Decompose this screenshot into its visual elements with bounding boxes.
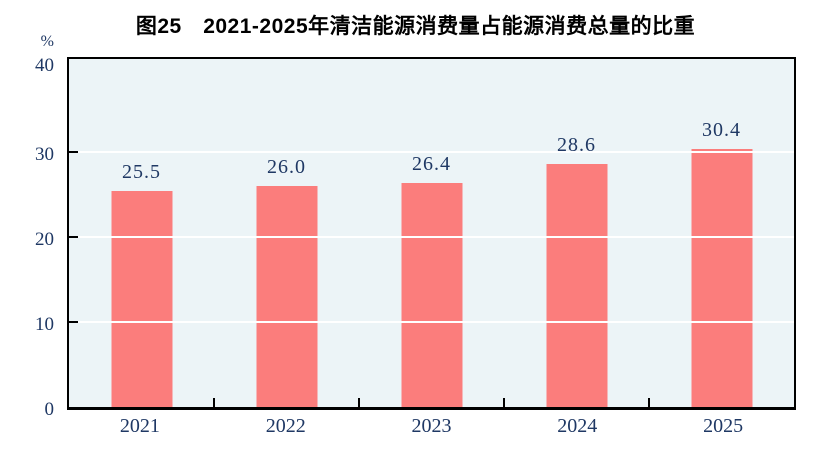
gridline-y-20 <box>69 236 794 239</box>
y-axis-tick-10 <box>69 321 78 324</box>
chart-title: 图25 2021-2025年清洁能源消费量占能源消费总量的比重 <box>135 15 696 38</box>
bar-value-label-2021: 25.5 <box>122 160 161 183</box>
bar-cell-2023: 26.4 <box>359 59 504 407</box>
x-axis-tick-1 <box>213 398 215 407</box>
gridline-y-10 <box>69 321 794 324</box>
y-axis-label-0: 0 <box>44 399 55 420</box>
bar-2025 <box>691 148 752 407</box>
plot-area: 25.5 26.0 26.4 28.6 30.4 <box>67 57 796 410</box>
bar-series: 25.5 26.0 26.4 28.6 30.4 <box>69 59 794 407</box>
bar-cell-2021: 25.5 <box>69 59 214 407</box>
bar-value-label-2023: 26.4 <box>412 152 451 175</box>
bar-2023 <box>401 182 462 407</box>
bar-cell-2024: 28.6 <box>504 59 649 407</box>
bar-value-label-2025: 30.4 <box>702 118 741 141</box>
y-axis-tick-20 <box>69 236 78 239</box>
x-axis-tick-4 <box>648 398 650 407</box>
bar-cell-2025: 30.4 <box>649 59 794 407</box>
bar-2021 <box>111 190 172 407</box>
bar-value-label-2022: 26.0 <box>267 156 306 179</box>
y-axis-tick-labels: 0 10 20 30 40 <box>0 55 54 420</box>
y-axis-label-30: 30 <box>35 144 54 166</box>
y-axis-tick-30 <box>69 151 78 154</box>
gridline-y-30 <box>69 151 794 154</box>
x-axis-label-2021: 2021 <box>119 415 160 437</box>
bar-value-label-2024: 28.6 <box>557 134 596 157</box>
x-axis-label-2022: 2022 <box>265 415 306 437</box>
x-axis-label-2025: 2025 <box>703 415 744 437</box>
y-axis-label-20: 20 <box>35 229 54 251</box>
bar-2022 <box>256 186 317 407</box>
y-axis-unit-label: % <box>40 33 54 50</box>
bar-2024 <box>546 164 607 407</box>
x-axis-tick-2 <box>358 398 360 407</box>
y-axis-label-10: 10 <box>35 314 54 336</box>
y-axis-label-40: 40 <box>35 55 54 76</box>
x-axis-tick-labels: 2021 2022 2023 2024 2025 <box>67 415 796 438</box>
bar-cell-2022: 26.0 <box>214 59 359 407</box>
x-axis-tick-3 <box>503 398 505 407</box>
x-axis-label-2023: 2023 <box>411 415 452 437</box>
x-axis-label-2024: 2024 <box>557 415 598 437</box>
